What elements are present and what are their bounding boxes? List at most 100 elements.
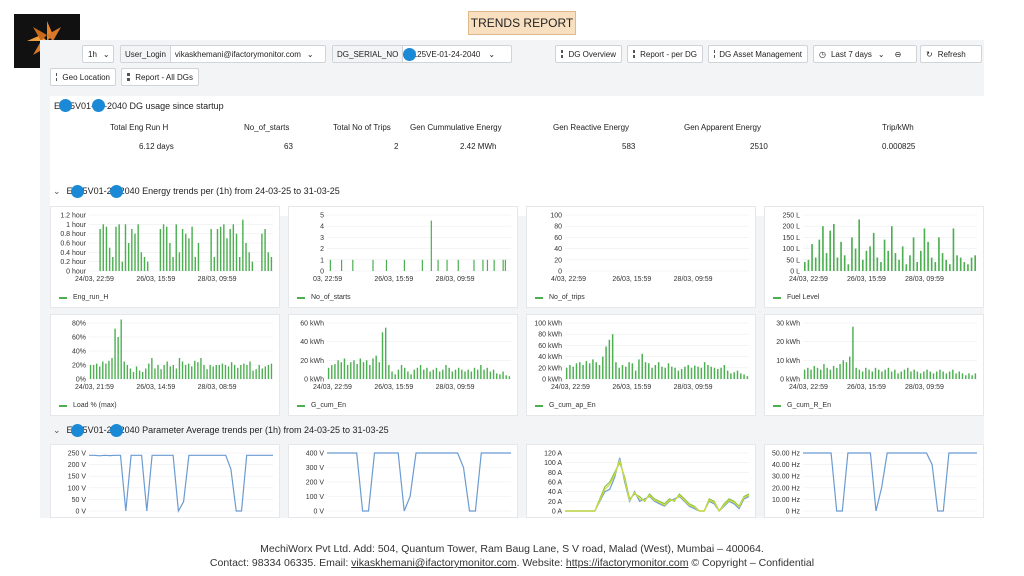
bar [883, 239, 886, 271]
chart-panel[interactable]: 120 A 100 A 80 A 60 A 40 A 20 A 0 A [526, 444, 756, 518]
footer-contact-prefix: Contact: 98334 06335. Email: [209, 557, 352, 569]
report-per-dg-link[interactable]: Report - per DG [627, 45, 703, 63]
serial-select[interactable]: DG_SERIAL_NO E125VE-01-24-2040 ⌄ [332, 45, 512, 63]
bar [588, 363, 591, 379]
legend-label: No_of_trips [549, 294, 585, 301]
chart-legend[interactable]: G_cum_ap_En [535, 402, 596, 409]
zoom-out-icon[interactable]: ⊖ [894, 49, 902, 59]
y-tick-label: 10.00 Hz [772, 497, 801, 504]
chart-legend[interactable]: G_cum_R_En [773, 402, 831, 409]
bar [880, 262, 882, 271]
bar [855, 367, 857, 379]
y-tick-label: 80% [72, 321, 86, 328]
bar [934, 262, 937, 271]
chart-svg: 120 A 100 A 80 A 60 A 40 A 20 A 0 A [544, 451, 750, 516]
energy-section-label: E125V01-24-2040 Energy trends per (1h) f… [66, 186, 340, 196]
bar [181, 361, 184, 379]
bar [644, 362, 647, 379]
bar [442, 369, 444, 379]
bar [385, 259, 388, 271]
param-section-title[interactable]: ⌄ E125V01-24-2040 Parameter Average trend… [53, 425, 389, 436]
bar [123, 361, 125, 379]
bar [218, 365, 221, 379]
stat-value: 2.42 MWh [460, 142, 497, 151]
bar [252, 370, 254, 379]
chart-svg: 50.00 Hz 40.00 Hz 30.00 Hz 20.00 Hz 10.00 Hz… [772, 451, 977, 516]
chart-panel[interactable]: 400 V 300 V 200 V 100 V 0 V [288, 444, 518, 518]
stat-value: 0.000825 [882, 142, 916, 151]
dg-overview-link[interactable]: DG Overview [555, 45, 622, 63]
bar [154, 368, 156, 379]
x-tick-label: 4/03, 22:59 [551, 276, 586, 283]
bar [723, 365, 726, 379]
dg-asset-mgmt-link[interactable]: DG Asset Management [708, 45, 808, 63]
summary-title: E125V01-24-2040 DG usage since startup [54, 101, 224, 111]
y-tick-label: 10 kWh [776, 358, 800, 365]
y-tick-label: 40% [72, 349, 86, 356]
user-login-label: User_Login [121, 46, 171, 62]
legend-swatch [297, 404, 305, 407]
x-tick-label: 28/03, 09:59 [674, 276, 713, 283]
chart-legend[interactable]: No_of_trips [535, 294, 585, 301]
bar [948, 264, 951, 271]
bar [172, 257, 174, 271]
y-tick-label: 0 V [313, 509, 324, 516]
chart-panel[interactable]: 250 L 200 L 150 L 100 L 50 L 0 L 24/03, 22:59 2… [764, 206, 984, 308]
y-tick-label: 20% [72, 363, 86, 370]
report-title: TRENDS REPORT [468, 11, 576, 35]
bar [118, 224, 120, 271]
bar [565, 367, 568, 379]
chart-panel[interactable]: 250 V 200 V 150 V 100 V 50 V 0 V [50, 444, 280, 518]
stat-header: Gen Cummulative Energy [410, 123, 502, 132]
y-tick-label: 250 L [782, 213, 800, 220]
bar [486, 259, 489, 271]
bar [717, 368, 719, 379]
footer-website-link[interactable]: https://ifactorymonitor.com [565, 557, 689, 569]
bar [836, 257, 839, 271]
interval-select[interactable]: 1h ⌄ [82, 45, 114, 63]
chart-panel[interactable]: 100 kWh 80 kWh 60 kWh 40 kWh 20 kWh 0 kWh 24/0… [526, 314, 756, 416]
report-all-link[interactable]: Report - All DGs [121, 68, 199, 86]
bar [813, 365, 816, 379]
bar [340, 362, 342, 379]
chart-legend[interactable]: Eng_run_H [59, 294, 108, 301]
y-tick-label: 40 A [548, 489, 562, 496]
bar [697, 366, 699, 379]
chart-panel[interactable]: 1.2 hour 1 hour 0.8 hour 0.6 hour 0.4 hour 0.… [50, 206, 280, 308]
chart-panel[interactable]: 5 4 3 2 1 0 03, 22:59 26/03, 15:59 28/03, 09:59 N… [288, 206, 518, 308]
bar [499, 374, 501, 379]
bar [197, 243, 200, 271]
bar [569, 365, 571, 379]
footer-email-link[interactable]: vikaskhemani@ifactorymonitor.com [351, 557, 517, 569]
time-range-picker[interactable]: ◷ Last 7 days ⌄ ⊖ [813, 45, 917, 63]
bar [117, 337, 119, 379]
y-tick-label: 1 [320, 257, 324, 264]
y-tick-label: 30.00 Hz [772, 474, 801, 481]
geo-location-link[interactable]: Geo Location [50, 68, 116, 86]
bar [615, 362, 617, 379]
bar [473, 367, 476, 379]
y-tick-label: 20 kWh [776, 339, 800, 346]
chart-legend[interactable]: G_cum_En [297, 402, 346, 409]
chart-panel[interactable]: 100 80 60 40 20 0 4/03, 22:59 26/03, 15:59 28/03… [526, 206, 756, 308]
chart-panel[interactable]: 60 kWh 40 kWh 20 kWh 0 kWh 24/03, 22:59 26/03… [288, 314, 518, 416]
bar [112, 257, 114, 271]
user-login-select[interactable]: User_Login vikaskhemani@ifactorymonitor.… [120, 45, 326, 63]
bar [141, 372, 144, 379]
chart-legend[interactable]: Load % (max) [59, 402, 117, 409]
energy-section-title[interactable]: ⌄ E125V01-24-2040 Energy trends per (1h) … [53, 186, 340, 197]
y-tick-label: 20 [554, 257, 562, 264]
chart-legend[interactable]: No_of_starts [297, 294, 351, 301]
bar [858, 219, 861, 271]
bar [952, 369, 954, 379]
chart-legend[interactable]: Fuel Level [773, 294, 819, 301]
chart-panel[interactable]: 80% 60% 40% 20% 0% 24/03, 21:59 26/03, 14:59 28… [50, 314, 280, 416]
chart-panel[interactable]: 50.00 Hz 40.00 Hz 30.00 Hz 20.00 Hz 10.00 Hz… [764, 444, 984, 518]
y-tick-label: 60 kWh [300, 321, 324, 328]
chart-panel[interactable]: 30 kWh 20 kWh 10 kWh 0 kWh 24/03, 22:59 26/03… [764, 314, 984, 416]
legend-swatch [59, 404, 67, 407]
bar [974, 373, 977, 379]
legend-swatch [535, 296, 543, 299]
refresh-button[interactable]: ↻ Refresh [920, 45, 982, 63]
